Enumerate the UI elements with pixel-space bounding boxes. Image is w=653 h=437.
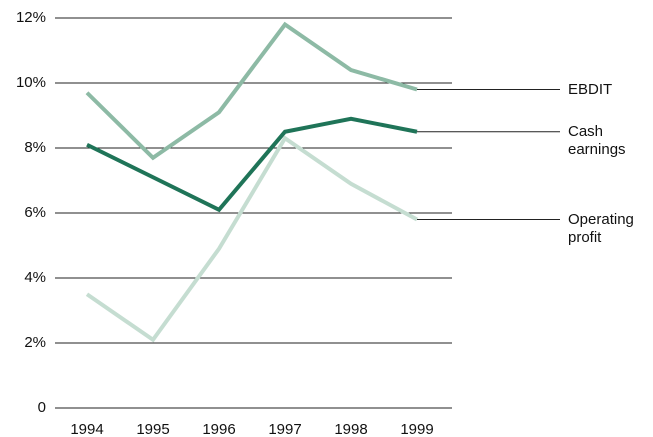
x-tick-label: 1994 bbox=[70, 421, 103, 437]
series-label: Operating profit bbox=[568, 210, 634, 246]
y-tick-label: 2% bbox=[24, 334, 46, 351]
x-tick-label: 1995 bbox=[136, 421, 169, 437]
x-tick-label: 1999 bbox=[400, 421, 433, 437]
series-line bbox=[85, 135, 418, 343]
y-tick-label: 12% bbox=[16, 9, 46, 26]
y-tick-label: 6% bbox=[24, 204, 46, 221]
y-tick-label: 10% bbox=[16, 74, 46, 91]
y-tick-label: 4% bbox=[24, 269, 46, 286]
x-tick-label: 1997 bbox=[268, 421, 301, 437]
series-label: EBDIT bbox=[568, 80, 613, 98]
y-tick-label: 0 bbox=[38, 399, 46, 416]
series-label: Cash earnings bbox=[568, 122, 626, 158]
x-tick-label: 1996 bbox=[202, 421, 235, 437]
x-tick-label: 1998 bbox=[334, 421, 367, 437]
y-tick-label: 8% bbox=[24, 139, 46, 156]
series-line bbox=[85, 21, 418, 161]
series-line bbox=[86, 116, 418, 213]
